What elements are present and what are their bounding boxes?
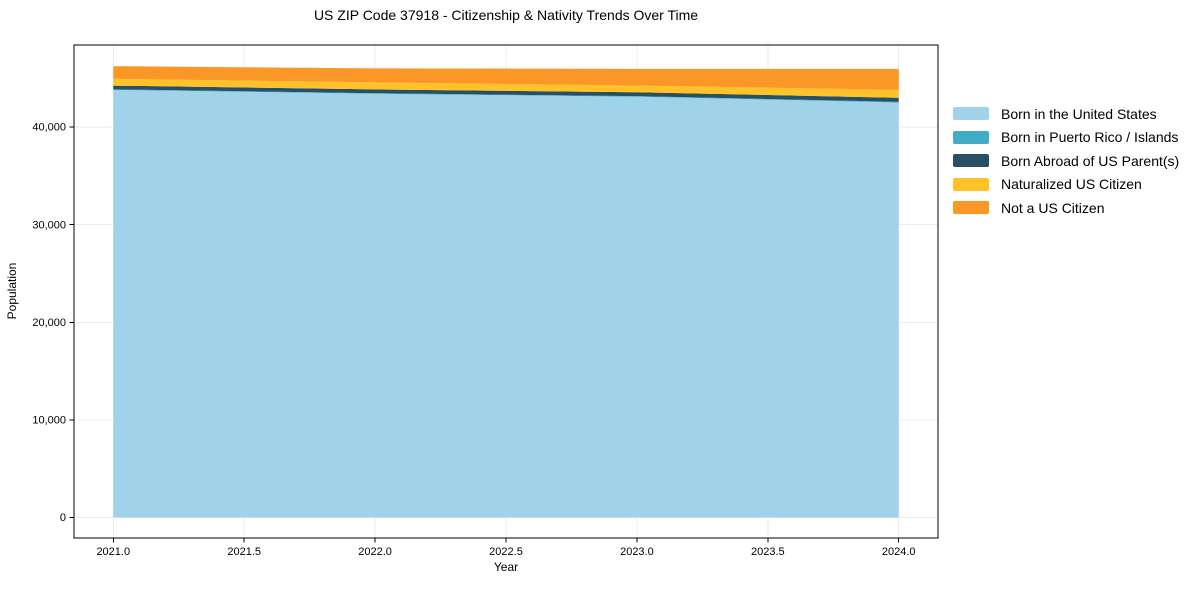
area-series-0-born-in-the-united-states (113, 89, 899, 518)
chart-title: US ZIP Code 37918 - Citizenship & Nativi… (313, 7, 699, 23)
area-series-4-not-a-us-citizen (113, 66, 899, 90)
legend-swatch-icon (953, 107, 989, 121)
legend-swatch-icon (953, 130, 989, 144)
x-tick-label: 2024.0 (882, 546, 916, 558)
x-tick-label: 2022.0 (358, 546, 392, 558)
y-tick-label: 0 (60, 512, 66, 524)
x-tick-label: 2023.0 (620, 546, 654, 558)
legend-label: Born Abroad of US Parent(s) (1001, 152, 1180, 169)
x-tick-label: 2022.5 (489, 546, 523, 558)
legend-item-3: Naturalized US Citizen (953, 173, 1179, 197)
area-series-1-born-in-puerto-rico-islands (113, 89, 899, 103)
legend-swatch-icon (953, 154, 989, 168)
area-series-2-born-abroad-of-us-parent-s- (113, 85, 899, 102)
legend-item-0: Born in the United States (953, 102, 1179, 126)
y-tick-label: 40,000 (32, 122, 66, 134)
legend-item-4: Not a US Citizen (953, 196, 1179, 220)
legend: Born in the United States Born in Puerto … (953, 102, 1179, 220)
legend-label: Born in Puerto Rico / Islands (1001, 129, 1179, 146)
legend-label: Born in the United States (1001, 105, 1157, 122)
x-tick-label: 2023.5 (751, 546, 785, 558)
legend-swatch-icon (953, 177, 989, 191)
legend-item-2: Born Abroad of US Parent(s) (953, 149, 1179, 173)
legend-swatch-icon (953, 201, 989, 215)
legend-label: Naturalized US Citizen (1001, 176, 1142, 193)
y-axis-label: Population (5, 262, 19, 320)
y-tick-label: 20,000 (32, 317, 66, 329)
y-tick-label: 30,000 (32, 219, 66, 231)
x-tick-label: 2021.5 (227, 546, 261, 558)
y-tick-label: 10,000 (32, 415, 66, 427)
x-axis-label: Year (493, 560, 519, 574)
legend-item-1: Born in Puerto Rico / Islands (953, 126, 1179, 150)
x-tick-label: 2021.0 (96, 546, 130, 558)
legend-label: Not a US Citizen (1001, 199, 1105, 216)
area-series-3-naturalized-us-citizen (113, 78, 899, 98)
